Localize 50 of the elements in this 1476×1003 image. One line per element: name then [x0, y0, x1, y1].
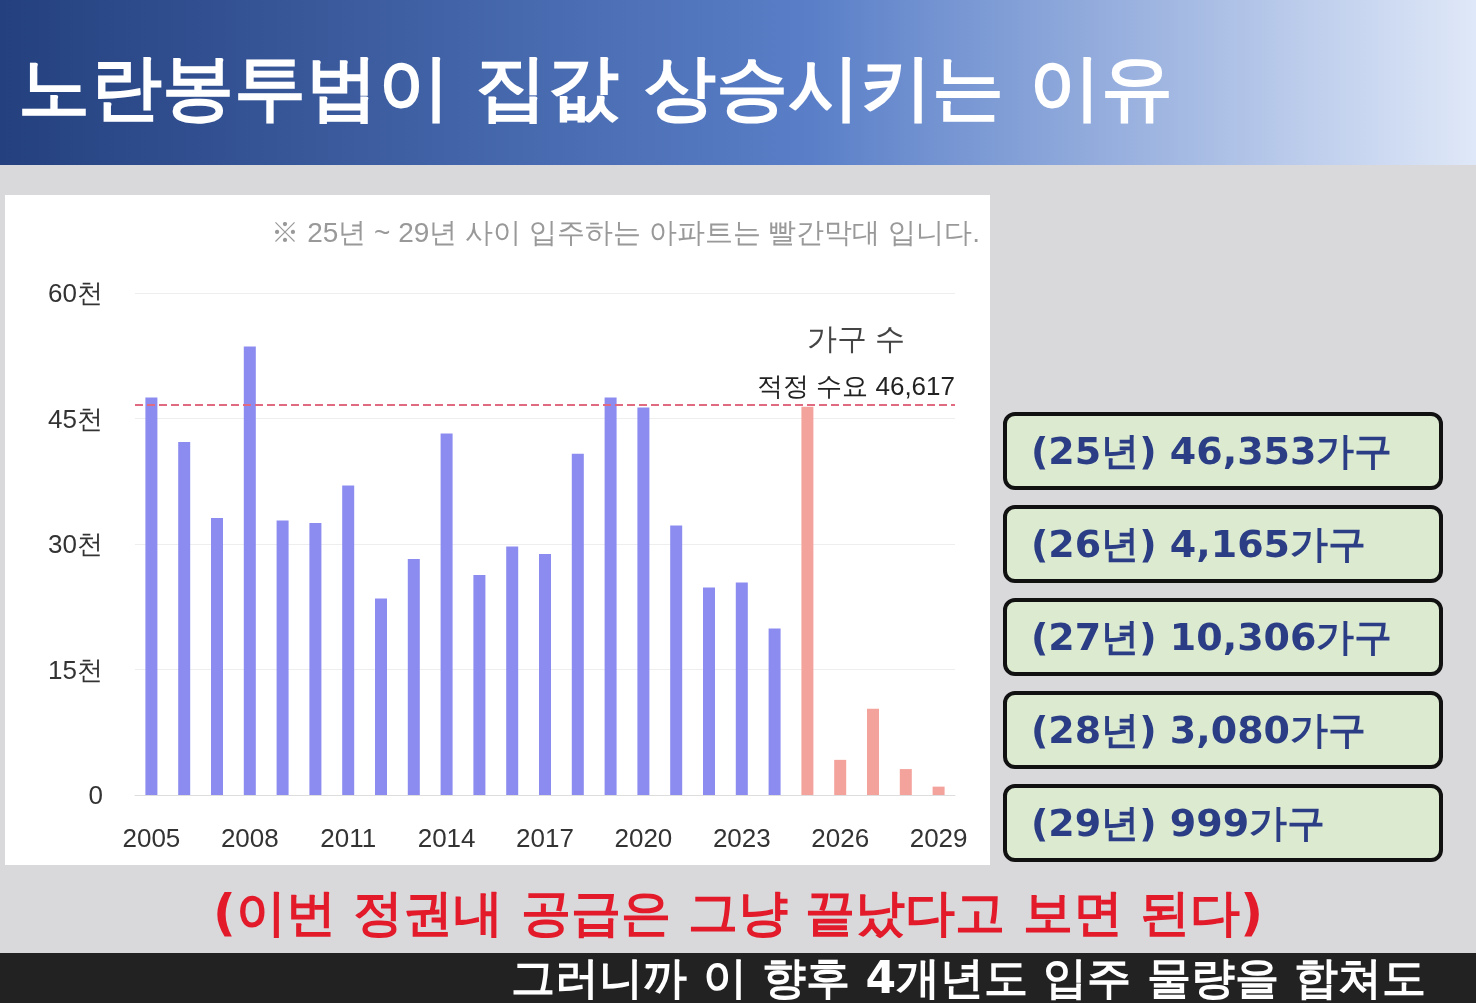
x-tick-label: 2005	[122, 823, 181, 853]
chart-subtitle: ※ 25년 ~ 29년 사이 입주하는 아파트는 빨간막대 입니다.	[271, 216, 980, 248]
bar	[243, 346, 256, 795]
bar	[440, 433, 453, 795]
bar	[375, 598, 387, 795]
y-tick-label: 15천	[48, 654, 103, 685]
bar	[768, 628, 781, 795]
x-tick-label: 2026	[811, 823, 870, 853]
bar	[309, 523, 322, 795]
x-tick-label: 2017	[516, 823, 574, 853]
bar	[604, 397, 617, 795]
bar	[899, 769, 912, 795]
bar	[506, 546, 519, 795]
text: (25년) 46,353가구	[1003, 412, 1443, 490]
bar	[571, 453, 584, 795]
text: 그러니까 이 향후 4개년도 입주 물량을 합쳐도	[0, 952, 1476, 1003]
x-tick-label: 2011	[320, 823, 377, 853]
bar	[473, 574, 486, 795]
bar	[539, 554, 551, 795]
bar	[703, 587, 715, 795]
bar	[670, 525, 683, 795]
text: (29년) 999가구	[1003, 784, 1443, 862]
x-tick-label: 2014	[417, 823, 476, 853]
bar	[932, 786, 945, 795]
bar	[735, 582, 748, 795]
x-tick-label: 2023	[712, 823, 771, 853]
y-tick-label: 45천	[48, 403, 103, 434]
text: (이번 정권내 공급은 그냥 끝났다고 보면 된다)	[211, 883, 1265, 944]
bar	[211, 518, 223, 795]
bar	[342, 485, 355, 795]
text: (26년) 4,165가구	[1003, 505, 1443, 583]
bar	[407, 559, 420, 795]
bar	[867, 708, 879, 795]
x-tick-label: 2020	[614, 823, 673, 853]
bar	[178, 441, 191, 795]
y-axis-title: 가구 수	[806, 321, 905, 355]
x-tick-label: 2029	[909, 823, 968, 853]
y-tick-label: 0	[88, 780, 103, 810]
bar	[637, 407, 650, 795]
y-tick-label: 60천	[48, 278, 103, 308]
ref-line-label: 적정 수요 46,617	[757, 370, 955, 401]
bar	[801, 406, 814, 795]
y-tick-label: 30천	[48, 529, 103, 559]
text: (27년) 10,306가구	[1003, 598, 1443, 676]
bar	[145, 397, 158, 795]
bar	[834, 759, 847, 795]
text: (28년) 3,080가구	[1003, 691, 1443, 769]
chart-title: 노란봉투법이 집값 상승시키는 이유	[18, 44, 1174, 131]
bar	[276, 520, 289, 795]
x-tick-label: 2008	[220, 823, 279, 853]
